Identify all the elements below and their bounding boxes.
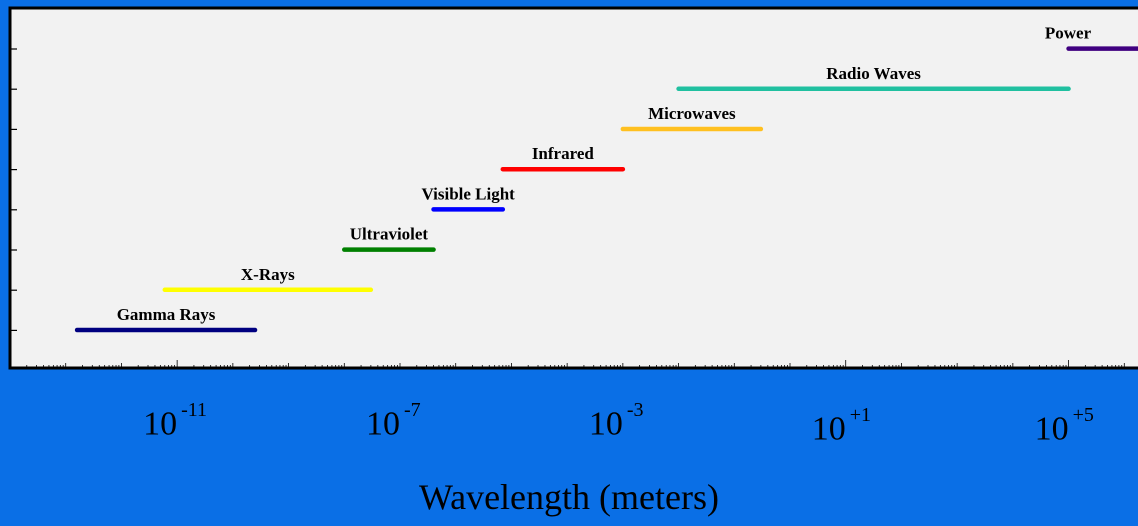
x-tick-base: 10 [366,405,400,443]
band-label: Microwaves [648,104,736,123]
x-tick-exponent: -7 [404,399,421,421]
x-tick-label: 10 -7 [366,399,421,443]
plot-area [8,6,1138,370]
band-label: Infrared [532,144,595,163]
x-tick-exponent: -11 [181,399,208,421]
band-label: Visible Light [421,184,515,203]
band-label: X-Rays [241,265,295,284]
x-tick-label: 10 +1 [811,404,871,448]
x-tick-exponent: -3 [626,399,644,421]
x-axis-title: Wavelength (meters) [419,477,719,517]
x-tick-base: 10 [811,410,846,448]
x-tick-label: 10 -11 [143,399,207,443]
x-axis-minor-ticks [9,360,1125,368]
x-tick-exponent: +5 [1072,404,1094,426]
x-tick-exponent: +1 [849,404,871,426]
x-tick-base: 10 [1034,410,1069,448]
band-label: Power [1045,24,1092,43]
x-tick-base: 10 [588,405,623,443]
chart: Gamma Rays X-Rays Ultraviolet Visible Light… [8,6,1138,370]
band-layer: Gamma Rays X-Rays Ultraviolet Visible Light… [74,24,1138,333]
band-label: Gamma Rays [117,305,216,324]
x-tick-base: 10 [143,405,178,443]
band-label: Radio Waves [826,64,921,83]
y-axis-ticks [10,48,17,331]
x-tick-label: 10 +5 [1034,404,1094,448]
x-tick-label: 10 -3 [588,399,644,443]
band-label: Ultraviolet [350,225,429,244]
